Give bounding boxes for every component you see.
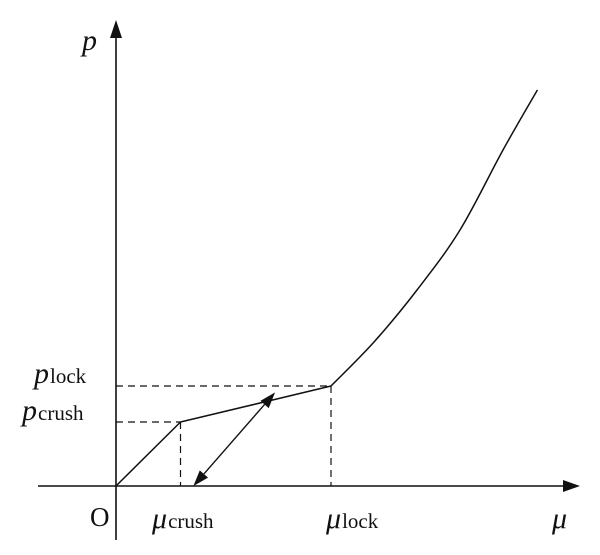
mu-crush-sub: crush <box>168 509 214 533</box>
mu-crush-base: μ <box>151 502 167 535</box>
p-crush-sub: crush <box>38 401 84 425</box>
x-axis-arrowhead <box>563 480 580 492</box>
mu-lock-sub: lock <box>342 509 379 533</box>
unload-reload-arrowhead-bottom <box>193 470 209 486</box>
x-axis-label: μ <box>551 502 567 535</box>
mu-crush-tick-label: μcrush <box>151 502 214 535</box>
mu-lock-tick-label: μlock <box>325 502 379 535</box>
elastic-segment <box>115 421 182 487</box>
p-lock-sub: lock <box>50 364 87 388</box>
origin-label: O <box>90 502 110 532</box>
unload-reload-arrowhead-top <box>260 392 276 409</box>
compaction-curve <box>330 89 539 387</box>
p-lock-base: p <box>32 357 49 390</box>
mu-lock-base: μ <box>325 502 341 535</box>
p-lock-tick-label: plock <box>32 357 87 390</box>
y-axis-label: p <box>80 24 97 57</box>
plastic-segment <box>180 385 332 423</box>
y-axis-arrowhead <box>110 20 122 38</box>
p-crush-tick-label: pcrush <box>20 394 84 427</box>
unload-reload-arrow <box>203 403 266 475</box>
p-crush-base: p <box>20 394 37 427</box>
